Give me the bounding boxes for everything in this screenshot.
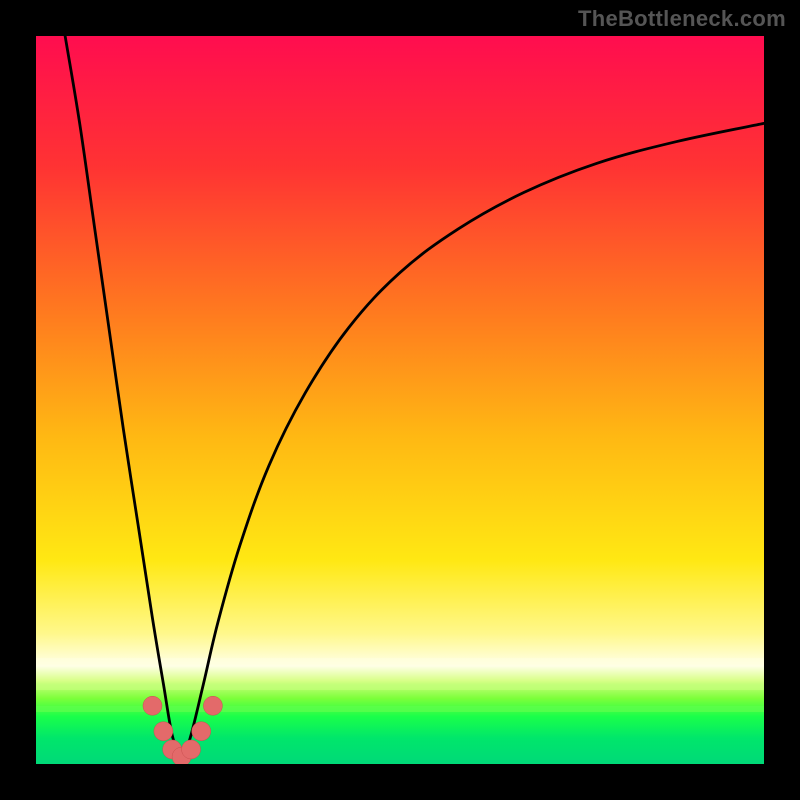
plot-svg bbox=[36, 36, 764, 764]
chart-root: TheBottleneck.com bbox=[0, 0, 800, 800]
curve-left bbox=[65, 36, 181, 764]
bottleneck-dot bbox=[154, 722, 173, 741]
bottleneck-dot bbox=[182, 740, 201, 759]
bottleneck-dot bbox=[192, 722, 211, 741]
curve-right bbox=[182, 123, 764, 764]
bottleneck-dot bbox=[203, 696, 222, 715]
plot-area bbox=[36, 36, 764, 764]
watermark-text: TheBottleneck.com bbox=[572, 4, 792, 34]
bottleneck-dot bbox=[143, 696, 162, 715]
